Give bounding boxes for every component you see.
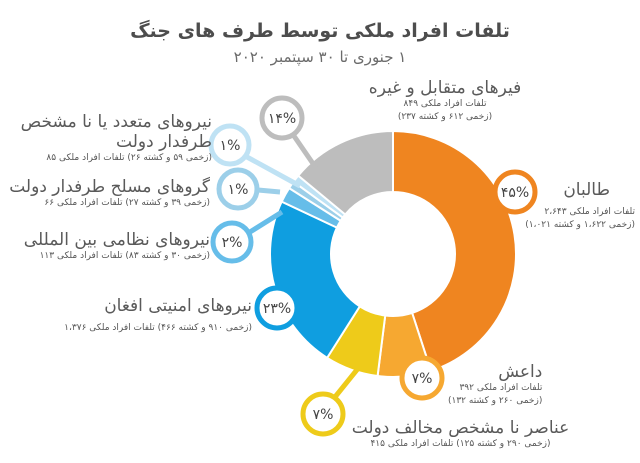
label-crossfire-total: تلفات افراد ملکی ۸۴۹ [403, 99, 487, 109]
label-taliban-breakdown: (زخمی ۱،۶۲۲ و کشته ۱،۰۲۱) [525, 220, 635, 230]
label-pro-gov-armed-breakdown: (زخمی ۳۹ و کشته ۲۷) تلفات افراد ملکی ۶۶ [44, 198, 210, 208]
callout-daesh-circle [399, 355, 445, 401]
label-afghan-security-breakdown: (زخمی ۹۱۰ و کشته ۴۶۶) تلفات افراد ملکی ۱… [64, 323, 252, 333]
label-taliban-total: تلفات افراد ملکی ۲،۶۴۳ [544, 207, 635, 217]
label-unknown-anti-gov-name: عناصر نا مشخص مخالف دولت [351, 418, 570, 438]
callout-multiple-unknown-circle [208, 123, 252, 167]
callout-afghan-security-circle [254, 285, 300, 331]
pct-daesh: ۷% [412, 371, 433, 387]
label-crossfire-name: فیرهای متقابل و غیره [368, 78, 522, 98]
label-crossfire-breakdown: (زخمی ۶۱۲ و کشته ۲۳۷) [397, 112, 493, 122]
label-daesh-breakdown: (زخمی ۲۶۰ و کشته ۱۳۲) [448, 396, 543, 406]
pct-multiple-unknown: ۱% [220, 138, 241, 154]
connector-crossfire [291, 134, 319, 170]
label-crossfire: فیرهای متقابل و غیره تلفات افراد ملکی ۸۴… [345, 78, 545, 124]
donut-slices [269, 129, 517, 378]
chart-subtitle: ۱ جنوری تا ۳۰ سپتمبر ۲۰۲۰ [233, 48, 407, 66]
callout-pro-gov-armed-circle [216, 167, 260, 211]
label-daesh: داعش تلفات افراد ملکی ۳۹۲ (زخمی ۲۶۰ و کش… [448, 362, 542, 408]
pct-afghan-security: ۲۳% [263, 301, 291, 317]
connector-multiple-unknown [245, 154, 302, 189]
label-daesh-name: داعش [498, 362, 543, 382]
slice-0 [392, 129, 517, 373]
label-pro-gov-armed: گروهای مسلح طرفدار دولت (زخمی ۳۹ و کشته … [0, 177, 210, 210]
label-multiple-unknown: نیروهای متعدد یا نا مشخص طرفدار دولت (زخ… [0, 112, 212, 165]
chart-title: تلفات افراد ملکی توسط طرف های جنگ [130, 20, 510, 42]
pct-taliban: ۴۵% [501, 185, 529, 201]
pct-international: ۲% [222, 235, 243, 251]
connector-unknown-anti-gov [333, 364, 362, 399]
label-international-name: نیروهای نظامی بین المللی [23, 230, 210, 250]
label-taliban-name: طالبان [563, 180, 610, 200]
label-multiple-unknown-name-2: طرفدار دولت [116, 132, 212, 152]
label-unknown-anti-gov-breakdown: (زخمی ۲۹۰ و کشته ۱۲۵) تلفات افراد ملکی ۴… [370, 439, 551, 449]
label-unknown-anti-gov: عناصر نا مشخص مخالف دولت (زخمی ۲۹۰ و کشت… [348, 418, 573, 451]
pct-crossfire: ۱۴% [268, 111, 296, 127]
slice-7 [296, 129, 394, 216]
callout-taliban-circle [492, 169, 538, 215]
label-afghan-security-name: نیروهای امنیتی افغان [104, 296, 252, 316]
label-multiple-unknown-breakdown: (زخمی ۵۹ و کشته ۲۶) تلفات افراد ملکی ۸۵ [46, 153, 212, 163]
connector-pro-gov-armed [257, 187, 281, 195]
callout-international-circle [210, 220, 254, 264]
callout-unknown-anti-gov-circle [300, 391, 346, 437]
label-multiple-unknown-name-1: نیروهای متعدد یا نا مشخص [20, 112, 212, 132]
pct-unknown-anti-gov: ۷% [313, 407, 334, 423]
label-taliban: طالبان تلفات افراد ملکی ۲،۶۴۳ (زخمی ۱،۶۲… [515, 180, 635, 232]
label-international-breakdown: (زخمی ۳۰ و کشته ۸۳) تلفات افراد ملکی ۱۱۳ [39, 251, 210, 261]
connector-international [248, 209, 284, 235]
label-pro-gov-armed-name: گروهای مسلح طرفدار دولت [9, 177, 210, 197]
callout-crossfire-circle [259, 95, 305, 141]
label-international: نیروهای نظامی بین المللی (زخمی ۳۰ و کشته… [0, 230, 210, 263]
label-daesh-total: تلفات افراد ملکی ۳۹۲ [459, 383, 543, 393]
pct-pro-gov-armed: ۱% [228, 182, 249, 198]
label-afghan-security: نیروهای امنیتی افغان (زخمی ۹۱۰ و کشته ۴۶… [12, 296, 252, 335]
